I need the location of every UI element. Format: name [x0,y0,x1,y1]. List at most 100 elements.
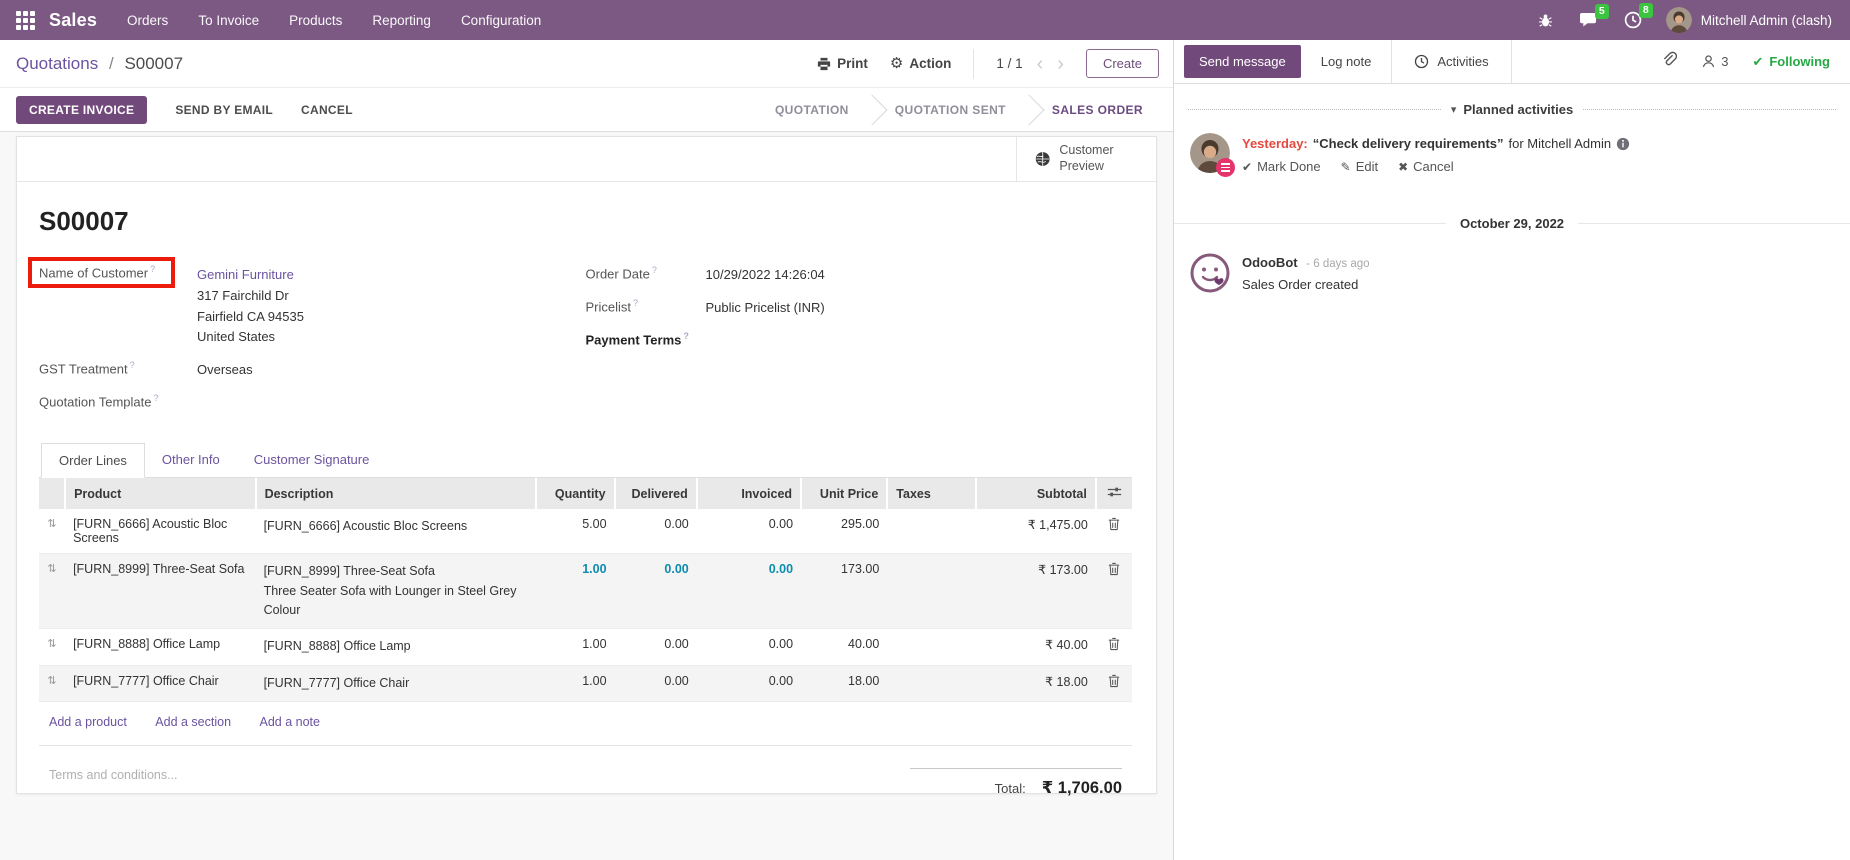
app-name[interactable]: Sales [49,9,98,30]
customer-field-label-wrap: Name of Customer? [28,257,197,348]
cell-taxes[interactable] [887,628,976,666]
pricelist-value[interactable]: Public Pricelist (INR) [705,299,825,315]
cell-unit-price[interactable]: 295.00 [801,509,888,555]
cancel-activity-button[interactable]: ✖ Cancel [1398,159,1454,174]
cell-description[interactable]: [FURN_8999] Three-Seat Sofa Three Seater… [255,553,537,630]
cell-product[interactable]: [FURN_8888] Office Lamp [65,628,256,666]
activity-item: Yesterday: “Check delivery requirements”… [1174,123,1850,180]
cell-invoiced[interactable]: 0.00 [696,509,802,555]
menu-to-invoice[interactable]: To Invoice [198,12,260,28]
activities-clock-icon[interactable]: 8 [1624,3,1653,29]
cell-description[interactable]: [FURN_6666] Acoustic Bloc Screens [255,509,537,555]
cell-product[interactable]: [FURN_6666] Acoustic Bloc Screens [65,509,256,555]
cell-unit-price[interactable]: 18.00 [801,665,888,703]
following-button[interactable]: ✔ Following [1752,53,1830,70]
edit-activity-button[interactable]: ✎ Edit [1340,159,1379,174]
add-note-link[interactable]: Add a note [259,715,320,730]
create-button[interactable]: Create [1085,49,1159,78]
menu-reporting[interactable]: Reporting [372,12,431,28]
delete-line-icon[interactable] [1095,665,1132,703]
cell-taxes[interactable] [887,553,976,630]
cell-quantity[interactable]: 5.00 [536,509,615,555]
step-quotation-sent[interactable]: QUOTATION SENT [894,102,1006,117]
activity-avatar[interactable] [1190,133,1235,177]
optional-columns-icon[interactable] [1094,478,1132,510]
col-taxes: Taxes [886,478,976,510]
log-note-tab[interactable]: Log note [1320,54,1372,69]
order-line-row[interactable]: ⇅ [FURN_6666] Acoustic Bloc Screens [FUR… [39,509,1132,555]
order-date-value[interactable]: 10/29/2022 14:26:04 [705,267,825,282]
attachment-paperclip-icon[interactable] [1661,51,1678,72]
delete-line-icon[interactable] [1095,628,1132,666]
tab-customer-signature[interactable]: Customer Signature [253,452,370,468]
step-quotation[interactable]: QUOTATION [774,102,849,117]
messages-icon[interactable]: 5 [1579,4,1609,28]
cell-description[interactable]: [FURN_7777] Office Chair [255,665,537,703]
cell-quantity[interactable]: 1.00 [536,553,615,630]
menu-configuration[interactable]: Configuration [460,12,542,28]
cell-product[interactable]: [FURN_8999] Three-Seat Sofa [65,553,256,630]
mark-done-button[interactable]: ✔ Mark Done [1242,159,1321,174]
user-menu[interactable]: Mitchell Admin (clash) [1665,7,1832,33]
cell-quantity[interactable]: 1.00 [536,665,615,703]
drag-handle-icon[interactable]: ⇅ [39,553,66,630]
planned-activities-toggle[interactable]: ▾ Planned activities [1450,102,1574,117]
order-line-row[interactable]: ⇅ [FURN_7777] Office Chair [FURN_7777] O… [39,665,1132,703]
cell-delivered[interactable]: 0.00 [614,509,697,555]
cell-unit-price[interactable]: 173.00 [801,553,888,630]
order-line-row[interactable]: ⇅ [FURN_8999] Three-Seat Sofa [FURN_8999… [39,553,1132,630]
menu-products[interactable]: Products [289,12,343,28]
divider [973,48,975,79]
drag-handle-icon[interactable]: ⇅ [39,665,66,703]
pager-previous-icon[interactable]: ‹ [1036,52,1044,75]
send-by-email-button[interactable]: SEND BY EMAIL [175,102,274,117]
tab-other-info[interactable]: Other Info [161,452,220,468]
gst-treatment-value[interactable]: Overseas [197,362,253,378]
odoobot-avatar[interactable] [1190,253,1230,293]
cell-invoiced[interactable]: 0.00 [696,665,802,703]
step-chevron [856,93,888,126]
debug-bug-icon[interactable] [1538,13,1553,28]
cell-delivered[interactable]: 0.00 [614,553,697,630]
message-body: Sales Order created [1242,277,1359,292]
drag-handle-icon[interactable]: ⇅ [39,628,66,666]
add-section-link[interactable]: Add a section [155,715,232,730]
add-product-link[interactable]: Add a product [49,715,127,730]
breadcrumb: Quotations / S00007 [16,54,183,74]
order-total: Total: ₹ 1,706.00 [910,768,1122,798]
followers-button[interactable]: 3 [1701,54,1728,69]
breadcrumb-quotations-link[interactable]: Quotations [16,53,99,73]
cancel-button[interactable]: CANCEL [301,102,353,117]
menu-orders[interactable]: Orders [127,12,169,28]
customer-preview-button[interactable]: Customer Preview [1016,137,1156,181]
send-message-button[interactable]: Send message [1184,45,1301,78]
customer-link[interactable]: Gemini Furniture [197,267,294,282]
cell-taxes[interactable] [887,665,976,703]
order-line-row[interactable]: ⇅ [FURN_8888] Office Lamp [FURN_8888] Of… [39,628,1132,666]
create-invoice-button[interactable]: CREATE INVOICE [16,95,148,124]
tab-order-lines[interactable]: Order Lines [41,443,145,479]
print-button[interactable]: Print [817,56,868,71]
cell-description[interactable]: [FURN_8888] Office Lamp [255,628,537,666]
apps-menu-icon[interactable] [16,10,35,30]
cell-taxes[interactable] [887,509,976,555]
action-button[interactable]: ⚙ Action [889,55,952,72]
cell-delivered[interactable]: 0.00 [614,665,697,703]
message-author[interactable]: OdooBot [1242,255,1298,270]
cell-product[interactable]: [FURN_7777] Office Chair [65,665,256,703]
pager-next-icon[interactable]: › [1057,52,1064,75]
control-panel: Quotations / S00007 Print ⚙ Action 1 / 1… [0,40,1173,88]
schedule-activity-tab[interactable]: Activities [1391,40,1512,83]
cell-invoiced[interactable]: 0.00 [696,628,802,666]
cell-unit-price[interactable]: 40.00 [801,628,888,666]
cell-invoiced[interactable]: 0.00 [696,553,802,630]
info-icon[interactable] [1616,137,1630,151]
drag-handle-icon[interactable]: ⇅ [39,509,66,555]
delete-line-icon[interactable] [1095,509,1132,555]
cell-delivered[interactable]: 0.00 [614,628,697,666]
delete-line-icon[interactable] [1095,553,1132,630]
step-sales-order[interactable]: SALES ORDER [1051,102,1143,117]
terms-placeholder[interactable]: Terms and conditions... [49,768,178,783]
cell-quantity[interactable]: 1.00 [536,628,615,666]
followers-count: 3 [1721,54,1729,69]
